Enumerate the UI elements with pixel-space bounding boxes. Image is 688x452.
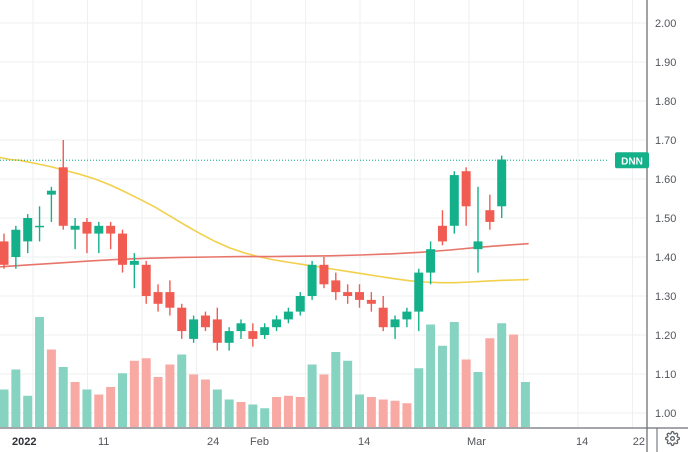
volume-bars (0, 317, 530, 427)
x-axis-tick-label: 24 (207, 436, 219, 448)
x-axis-labels: 2022 11 24 Feb 14 Mar 14 22 (12, 436, 645, 448)
gear-icon[interactable] (660, 426, 684, 450)
x-axis-tick-label: 14 (358, 436, 370, 448)
y-axis-tick-label: 1.20 (655, 330, 676, 342)
x-axis-tick-label: 14 (576, 436, 588, 448)
y-axis-tick-label: 1.90 (655, 57, 676, 69)
y-axis-tick-label: 1.50 (655, 213, 676, 225)
x-axis-tick-label: 22 (633, 436, 645, 448)
y-axis-tick-label: 1.30 (655, 291, 676, 303)
y-axis-tick-label: 1.80 (655, 96, 676, 108)
y-axis-tick-label: 2.00 (655, 18, 676, 30)
y-axis-tick-label: 1.60 (655, 174, 676, 186)
y-axis-labels: 2.00 1.90 1.80 1.70 1.60 1.50 1.40 1.30 1.20 1.10… (655, 18, 676, 420)
moving-average-lines (0, 156, 529, 284)
price-badge[interactable]: DNN (615, 152, 649, 169)
x-axis-tick-label: Mar (467, 436, 486, 448)
price-badge-label: DNN (621, 156, 643, 167)
y-axis-tick-label: 1.10 (655, 369, 676, 381)
grid-lines (0, 0, 647, 428)
y-axis-tick-label: 1.00 (655, 408, 676, 420)
x-axis-tick-label: 11 (98, 436, 109, 448)
x-axis-tick-label: 2022 (12, 436, 36, 448)
candlestick-series (0, 140, 507, 351)
x-axis-tick-label: Feb (250, 436, 269, 448)
y-axis-tick-label: 1.40 (655, 252, 676, 264)
y-axis-tick-label: 1.70 (655, 135, 676, 147)
